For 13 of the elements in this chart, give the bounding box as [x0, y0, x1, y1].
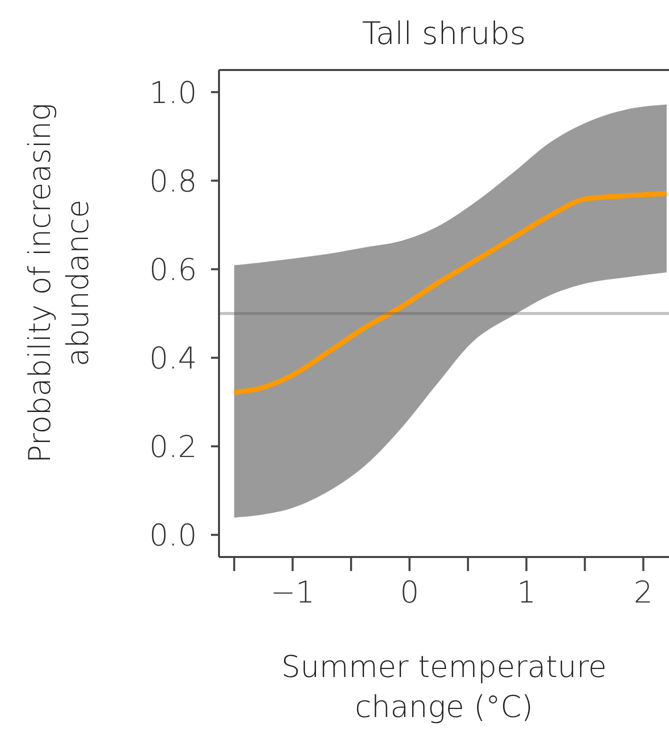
y-axis-title: Probability of increasing abundance [22, 102, 97, 462]
x-tick-label: 0 [400, 575, 420, 610]
chart-title: Tall shrubs [361, 16, 527, 52]
y-tick-label: 1.0 [149, 76, 197, 111]
x-tick-label: 1 [516, 575, 536, 610]
y-tick-label: 0.6 [149, 252, 197, 288]
x-tick-label: 2 [634, 575, 653, 610]
x-axis-title: Summer temperature change (°C) [280, 649, 608, 727]
y-tick-label: 0.0 [149, 518, 197, 554]
y-tick-label: 0.2 [149, 430, 197, 465]
y-tick-label: 0.8 [149, 164, 197, 200]
y-tick-label: 0.4 [149, 341, 197, 376]
x-tick-label: −1 [270, 575, 315, 610]
